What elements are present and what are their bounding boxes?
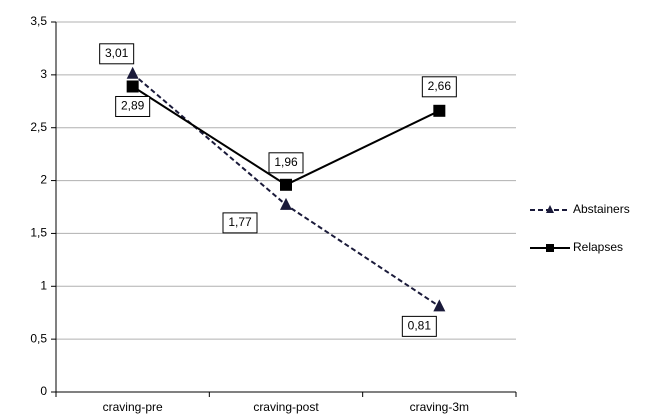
data-label: 1,96 <box>274 155 298 169</box>
marker <box>433 299 446 312</box>
label-box <box>401 315 437 337</box>
label-box <box>222 212 258 234</box>
marker <box>433 104 446 117</box>
data-label: 2,89 <box>121 99 145 113</box>
legend-label: Relapses <box>573 240 623 254</box>
label-box <box>268 152 304 174</box>
data-label: 0,81 <box>408 319 432 333</box>
y-tick-label: 1,5 <box>30 226 47 240</box>
legend-marker <box>546 244 554 252</box>
data-label: 2,66 <box>428 79 452 93</box>
x-tick-label: craving-post <box>253 400 319 414</box>
marker <box>126 66 139 79</box>
y-tick-label: 0 <box>40 384 47 398</box>
legend-label: Abstainers <box>573 202 630 216</box>
label-box <box>421 76 457 98</box>
label-box <box>115 95 151 117</box>
marker <box>280 197 292 210</box>
y-tick-label: 0,5 <box>30 331 47 345</box>
y-tick-label: 2 <box>40 173 47 187</box>
data-label: 3,01 <box>105 46 129 60</box>
marker <box>280 178 292 191</box>
x-tick-label: craving-pre <box>103 400 163 414</box>
data-label: 1,77 <box>228 215 252 229</box>
y-tick-label: 3,5 <box>30 14 47 28</box>
y-tick-label: 3 <box>40 67 47 81</box>
x-tick-label: craving-3m <box>410 400 469 414</box>
label-box <box>99 43 135 65</box>
y-tick-label: 2,5 <box>30 120 47 134</box>
marker <box>126 80 139 93</box>
legend-marker <box>546 205 554 213</box>
y-tick-label: 1 <box>40 278 47 292</box>
